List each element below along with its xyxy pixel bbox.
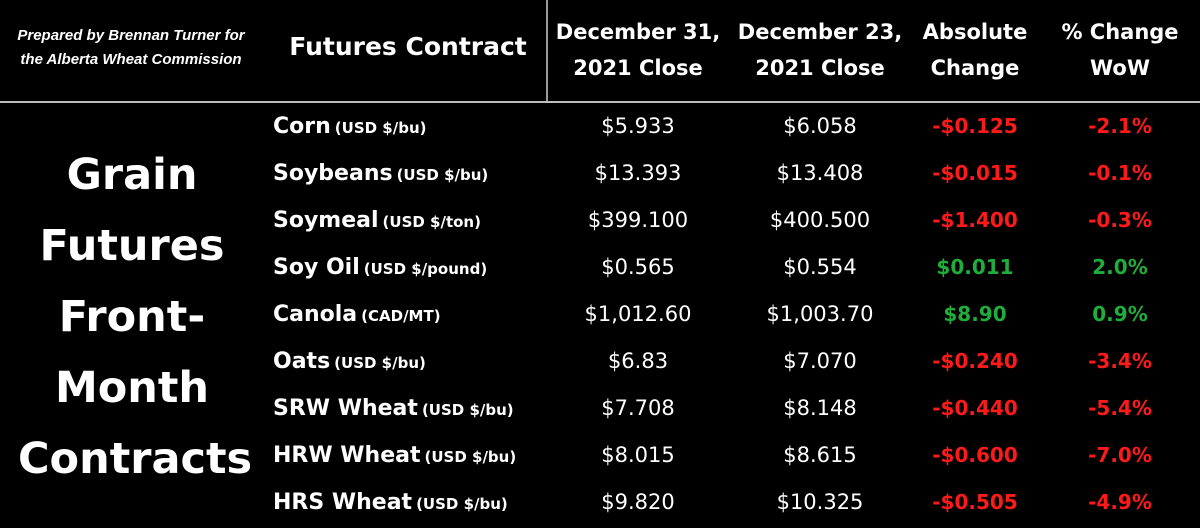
contract-name: Soy Oil (USD $/pound) <box>273 244 487 293</box>
dec23-close-value: $7.070 <box>783 349 857 373</box>
dec23-close-value: $8.148 <box>783 396 857 420</box>
contract-name: HRS Wheat (USD $/bu) <box>273 479 508 528</box>
header-dec23-close: December 23, 2021 Close <box>730 14 910 86</box>
contract-unit: (USD $/bu) <box>424 448 517 466</box>
pct-change-value: -5.4% <box>1088 396 1152 420</box>
dec23-close-value: $400.500 <box>769 208 871 232</box>
header-futures-contract: Futures Contract <box>289 32 527 61</box>
header-absolute-change: Absolute Change <box>910 14 1040 86</box>
dec31-close-value: $0.565 <box>601 255 675 279</box>
contract-label: SRW Wheat <box>273 396 418 421</box>
contract-label: Oats <box>273 349 331 374</box>
dec31-close-value: $399.100 <box>587 208 689 232</box>
dec23-close-value: $1,003.70 <box>766 302 874 326</box>
contract-label: Soy Oil <box>273 255 360 280</box>
dec31-close-value: $9.820 <box>601 490 675 514</box>
side-title-line: Futures <box>39 221 225 271</box>
pct-change-value: -4.9% <box>1088 490 1152 514</box>
absolute-change-value: $8.90 <box>943 302 1007 326</box>
contract-unit: (CAD/MT) <box>361 307 441 325</box>
table-row: SRW Wheat (USD $/bu) $7.708 $8.148 -$0.440 -5… <box>0 385 1200 432</box>
header-dec23-line1: December 23, <box>737 20 903 44</box>
contract-label: Canola <box>273 302 358 327</box>
contract-unit: (USD $/bu) <box>396 166 489 184</box>
contract-label: Soymeal <box>273 208 379 233</box>
side-title-line: Grain <box>66 150 198 200</box>
contract-label: Soybeans <box>273 161 393 186</box>
pct-change-value: 0.9% <box>1092 302 1148 326</box>
pct-change-value: -0.3% <box>1088 208 1152 232</box>
dec31-close-value: $7.708 <box>601 396 675 420</box>
table-row: Soybeans (USD $/bu) $13.393 $13.408 -$0.015 -… <box>0 150 1200 197</box>
dec31-close-value: $1,012.60 <box>584 302 692 326</box>
credit-line-2: the Alberta Wheat Commission <box>20 51 242 68</box>
table-row: Canola (CAD/MT) $1,012.60 $1,003.70 $8.90 0.9… <box>0 291 1200 338</box>
table-row: Oats (USD $/bu) $6.83 $7.070 -$0.240 -3.4% <box>0 338 1200 385</box>
dec31-close-value: $13.393 <box>594 161 682 185</box>
dec23-close-value: $13.408 <box>776 161 864 185</box>
dec31-close-value: $6.83 <box>607 349 669 373</box>
header-pct-line2: WoW <box>1089 56 1150 80</box>
pct-change-value: -2.1% <box>1088 114 1152 138</box>
contract-unit: (USD $/bu) <box>334 119 427 137</box>
contract-name: Soymeal (USD $/ton) <box>273 197 481 246</box>
dec31-close-value: $8.015 <box>601 443 675 467</box>
dec31-close-value: $5.933 <box>601 114 675 138</box>
contract-name: SRW Wheat (USD $/bu) <box>273 385 514 434</box>
table-row: Corn (USD $/bu) $5.933 $6.058 -$0.125 -2.1% <box>0 103 1200 150</box>
header-dec31-line1: December 31, <box>555 20 721 44</box>
contract-label: HRS Wheat <box>273 490 413 515</box>
absolute-change-value: -$0.440 <box>932 396 1018 420</box>
contract-unit: (USD $/bu) <box>416 495 508 513</box>
absolute-change-value: -$0.505 <box>932 490 1018 514</box>
absolute-change-value: -$0.600 <box>932 443 1018 467</box>
side-title-line: Contracts <box>18 434 253 484</box>
dec23-close-value: $8.615 <box>783 443 857 467</box>
header-pct-line1: % Change <box>1061 20 1179 44</box>
contract-name: Oats (USD $/bu) <box>273 338 426 387</box>
table-row: Soymeal (USD $/ton) $399.100 $400.500 -$1.40… <box>0 197 1200 244</box>
absolute-change-value: -$0.015 <box>932 161 1018 185</box>
header-dec31-close: December 31, 2021 Close <box>548 14 728 86</box>
side-title: Grain Futures Front- Month Contracts <box>18 140 253 495</box>
absolute-change-value: -$1.400 <box>932 208 1018 232</box>
header-pct-change: % Change WoW <box>1045 14 1195 86</box>
absolute-change-value: -$0.125 <box>932 114 1018 138</box>
pct-change-value: -7.0% <box>1088 443 1152 467</box>
header-divider-horizontal <box>0 101 1200 103</box>
pct-change-value: -3.4% <box>1088 349 1152 373</box>
absolute-change-value: $0.011 <box>936 255 1014 279</box>
contract-unit: (USD $/bu) <box>421 401 514 419</box>
table-row: HRS Wheat (USD $/bu) $9.820 $10.325 -$0.505 -… <box>0 479 1200 526</box>
contract-unit: (USD $/pound) <box>363 260 488 278</box>
contract-name: HRW Wheat (USD $/bu) <box>273 432 516 481</box>
table-row: HRW Wheat (USD $/bu) $8.015 $8.615 -$0.600 -7… <box>0 432 1200 479</box>
pct-change-value: -0.1% <box>1088 161 1152 185</box>
header-divider-vertical <box>546 0 548 102</box>
contract-unit: (USD $/ton) <box>382 213 481 231</box>
dec23-close-value: $0.554 <box>783 255 857 279</box>
credit-line-1: Prepared by Brennan Turner for <box>17 27 245 44</box>
dec23-close-value: $6.058 <box>783 114 857 138</box>
contract-label: Corn <box>273 114 331 139</box>
contract-label: HRW Wheat <box>273 443 421 468</box>
header-dec31-line2: 2021 Close <box>573 56 703 80</box>
credit-note: Prepared by Brennan Turner for the Alber… <box>0 24 262 72</box>
header-abs-line2: Change <box>930 56 1020 80</box>
dec23-close-value: $10.325 <box>776 490 864 514</box>
contract-name: Canola (CAD/MT) <box>273 291 441 340</box>
side-title-line: Front- <box>58 292 206 342</box>
side-title-line: Month <box>54 363 210 413</box>
table-row: Soy Oil (USD $/pound) $0.565 $0.554 $0.011 2.… <box>0 244 1200 291</box>
absolute-change-value: -$0.240 <box>932 349 1018 373</box>
contract-name: Corn (USD $/bu) <box>273 103 426 152</box>
contract-name: Soybeans (USD $/bu) <box>273 150 488 199</box>
contract-unit: (USD $/bu) <box>334 354 426 372</box>
header-dec23-line2: 2021 Close <box>755 56 885 80</box>
pct-change-value: 2.0% <box>1092 255 1148 279</box>
header-abs-line1: Absolute <box>922 20 1028 44</box>
